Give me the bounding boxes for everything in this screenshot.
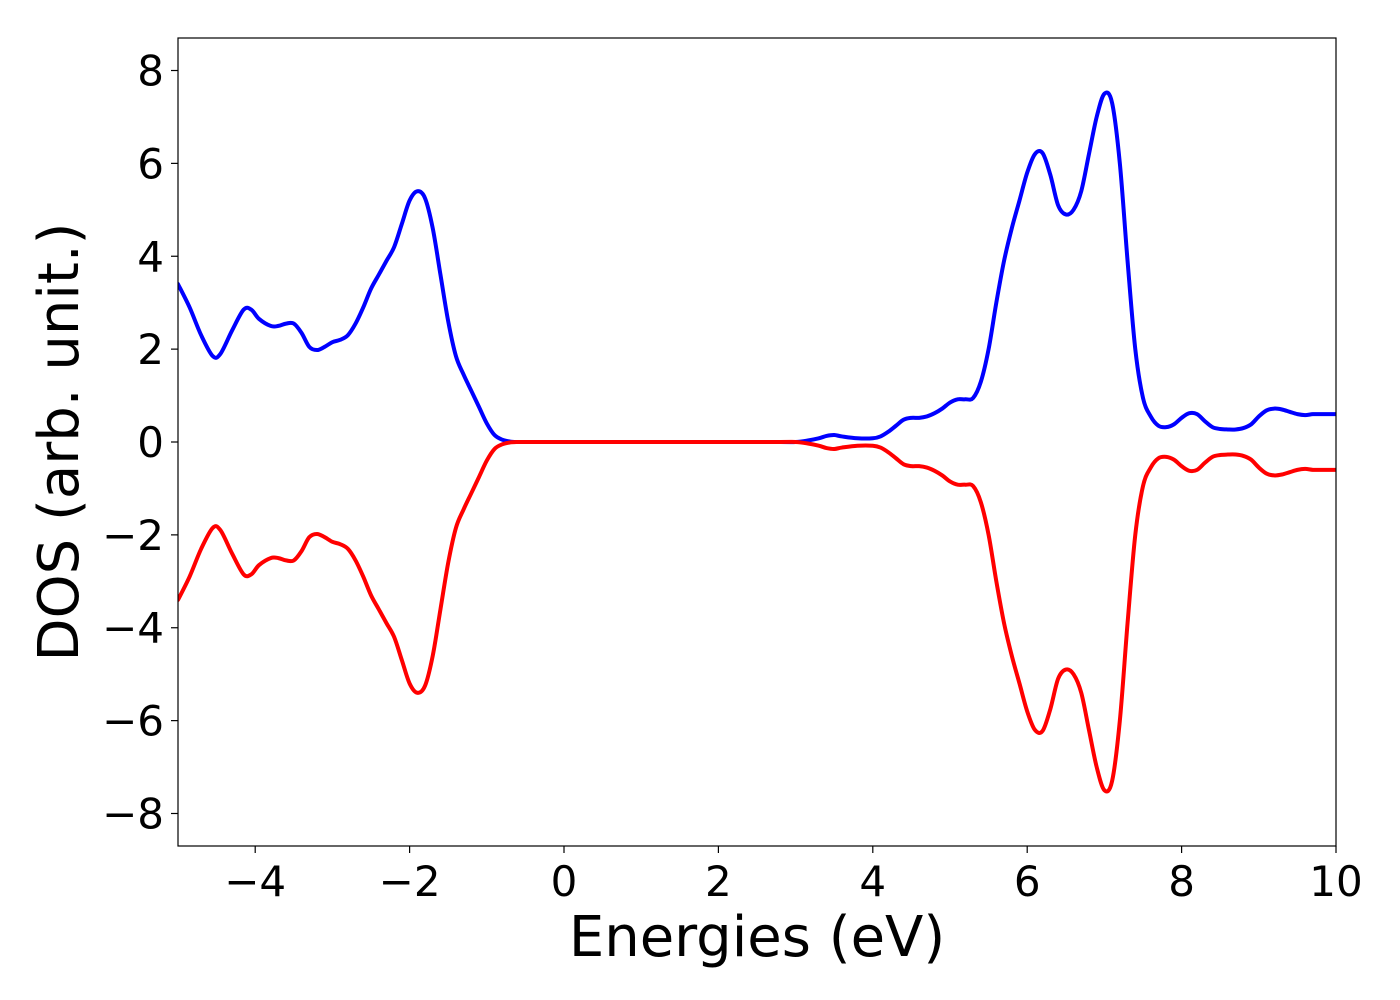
y-tick-label: 0 (137, 418, 164, 467)
x-tick-label: −2 (379, 857, 441, 906)
x-tick-label: 8 (1168, 857, 1195, 906)
x-tick-label: 6 (1014, 857, 1041, 906)
y-tick-label: −4 (102, 604, 164, 653)
series-line-1 (178, 90, 1336, 445)
y-tick-label: 2 (137, 325, 164, 374)
x-axis-ticks: −4 −2 0 2 4 6 8 10 (224, 846, 1363, 906)
x-axis-title: Energies (eV) (569, 905, 945, 970)
x-tick-label: 0 (551, 857, 578, 906)
y-axis-ticks: −8 −6 −4 −2 0 2 4 6 8 (102, 47, 178, 838)
series-line-2 (178, 439, 1336, 794)
x-tick-label: 10 (1309, 857, 1362, 906)
y-tick-label: −8 (102, 789, 164, 838)
y-tick-label: 4 (137, 232, 164, 281)
y-tick-label: 8 (137, 47, 164, 96)
y-tick-label: −2 (102, 511, 164, 560)
x-tick-label: 4 (859, 857, 886, 906)
y-axis-title: DOS (arb. unit.) (27, 222, 92, 661)
series-layer (178, 90, 1336, 794)
x-tick-label: 2 (705, 857, 732, 906)
y-tick-label: −6 (102, 697, 164, 746)
y-tick-label: 6 (137, 139, 164, 188)
x-tick-label: −4 (224, 857, 286, 906)
